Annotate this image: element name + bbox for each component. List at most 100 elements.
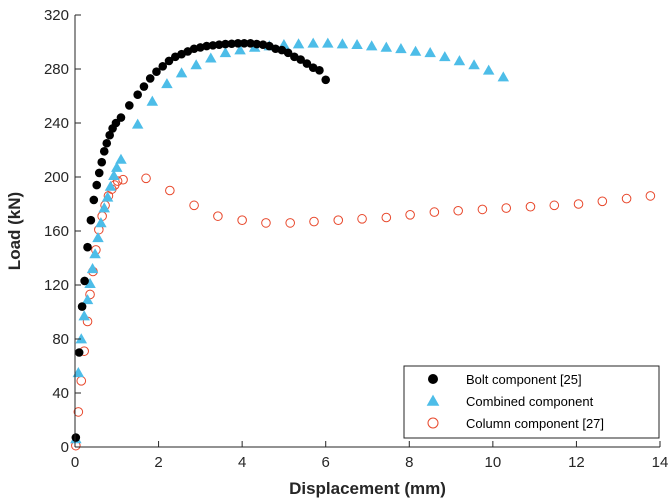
legend-marker-combined (426, 394, 440, 406)
bolt-data-point (227, 39, 236, 49)
column-data-point (333, 215, 344, 225)
legend-marker-column (427, 417, 439, 429)
x-tick-label: 8 (405, 454, 413, 471)
bolt-data-point (214, 40, 224, 49)
combined-data-point (205, 52, 217, 63)
bolt-data-point (111, 118, 121, 128)
y-axis-label: Load (kN) (5, 192, 24, 270)
column-data-point (261, 218, 271, 228)
y-tick-label: 0 (61, 439, 69, 456)
y-tick-label: 160 (44, 223, 69, 240)
combined-data-point (453, 55, 466, 66)
bolt-data-point (302, 59, 312, 68)
x-tick-label: 10 (485, 454, 502, 471)
combined-data-point (75, 333, 88, 344)
bolt-data-point (102, 138, 112, 148)
x-tick-label: 6 (322, 454, 330, 471)
column-data-point (621, 193, 632, 204)
combined-data-point (351, 38, 363, 50)
bolt-data-point (139, 82, 149, 91)
legend-marker-combined-shape (426, 394, 440, 406)
bolt-data-point (99, 147, 109, 156)
combined-data-point (175, 67, 188, 78)
column-data-point (381, 212, 392, 223)
y-tick-label: 40 (52, 385, 69, 402)
column-data-point (645, 191, 656, 201)
bolt-data-point (233, 39, 243, 48)
combined-data-point (409, 45, 422, 56)
x-tick-label: 0 (71, 454, 79, 471)
bolt-data-point (80, 276, 89, 286)
bolt-data-point (296, 55, 305, 64)
combined-data-point (131, 118, 144, 129)
combined-data-point (322, 37, 334, 48)
column-data-point (73, 407, 84, 417)
combined-data-point (234, 44, 246, 55)
combined-data-point (190, 59, 202, 70)
bolt-data-point (83, 242, 92, 252)
legend-marker-bolt (428, 374, 438, 384)
combined-data-point (95, 217, 107, 228)
legend-label-bolt: Bolt component [25] (466, 372, 582, 387)
bolt-data-point (86, 215, 96, 225)
column-data-point (405, 210, 415, 220)
combined-data-point (380, 41, 393, 52)
bolt-data-point (89, 195, 99, 205)
column-data-point (141, 173, 151, 184)
plot-area (70, 15, 660, 451)
x-axis-label: Displacement (mm) (289, 479, 446, 498)
column-data-point (165, 185, 175, 196)
bolt-data-point (152, 67, 161, 76)
combined-data-point (395, 43, 407, 54)
combined-data-point (365, 40, 378, 51)
y-tick-label: 200 (44, 169, 69, 186)
legend-marker-bolt-shape (428, 374, 438, 384)
x-tick-label: 14 (652, 454, 669, 471)
bolt-data-point (221, 39, 230, 49)
bolt-data-point (71, 433, 81, 442)
y-tick-label: 320 (44, 7, 69, 24)
combined-data-point (111, 161, 123, 172)
y-tick-label: 240 (44, 115, 69, 132)
bolt-data-point (252, 39, 262, 49)
column-data-point (213, 211, 223, 221)
combined-data-point (108, 169, 120, 180)
series-combined (70, 37, 510, 444)
bolt-data-point (202, 41, 211, 51)
y-tick-label: 280 (44, 61, 69, 78)
column-data-point (189, 200, 199, 211)
column-data-point (597, 196, 608, 207)
combined-data-point (161, 78, 173, 89)
bolt-data-point (239, 39, 249, 48)
combined-data-point (98, 202, 110, 213)
combined-data-point (81, 294, 94, 305)
combined-data-point (482, 64, 495, 75)
y-ticks: 0 40 80 120 160 200 240 280 320 (44, 7, 81, 456)
legend-box (403, 365, 660, 439)
series-layer (70, 37, 656, 451)
legend-label-column: Column component [27] (466, 416, 604, 431)
combined-data-point (468, 59, 480, 70)
y-tick-label: 80 (52, 331, 69, 348)
legend-entry-combined: Combined component (426, 394, 594, 409)
legend-marker-column-shape (427, 417, 439, 429)
column-data-point (525, 201, 536, 212)
bolt-data-point (97, 157, 107, 167)
combined-data-point (92, 232, 104, 243)
column-data-point (429, 207, 440, 217)
bolt-data-point (283, 48, 293, 58)
combined-data-point (89, 248, 101, 259)
column-data-point (477, 204, 488, 215)
column-data-point (309, 216, 319, 227)
column-data-point (549, 200, 560, 211)
bolt-data-point (92, 180, 102, 190)
y-tick-label: 120 (44, 277, 69, 294)
combined-data-point (439, 51, 451, 62)
x-ticks: 0 2 4 6 8 10 12 14 (71, 441, 669, 471)
bolt-data-point (116, 113, 126, 122)
bolt-data-point (77, 302, 87, 311)
bolt-data-point (105, 130, 114, 140)
bolt-data-point (125, 101, 134, 110)
legend: Bolt component [25] Combined component C… (403, 365, 660, 439)
combined-data-point (84, 277, 96, 288)
